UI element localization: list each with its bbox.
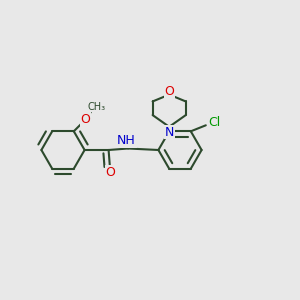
Text: O: O [81, 113, 91, 126]
Text: Cl: Cl [208, 116, 220, 129]
Text: CH₃: CH₃ [88, 101, 106, 112]
Text: N: N [164, 126, 174, 139]
Text: NH: NH [117, 134, 136, 148]
Text: O: O [164, 85, 174, 98]
Text: O: O [105, 166, 115, 179]
